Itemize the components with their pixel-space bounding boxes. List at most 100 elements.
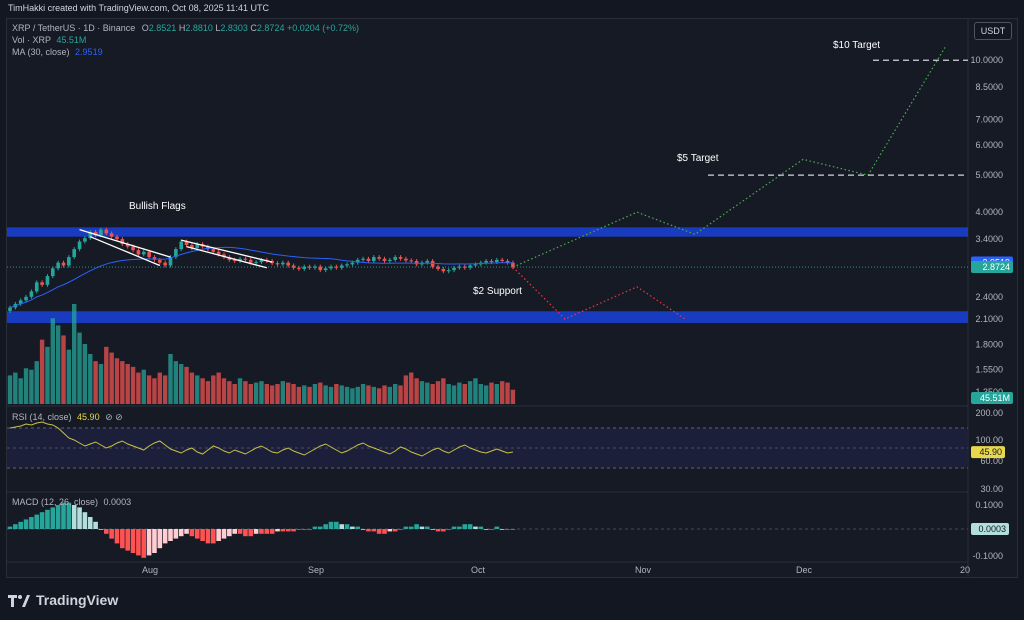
candle-body bbox=[398, 257, 403, 259]
candle-body bbox=[302, 266, 307, 269]
macd-histogram-bar bbox=[18, 521, 23, 529]
volume-bar bbox=[323, 385, 328, 404]
macd-histogram-bar bbox=[29, 517, 34, 529]
candle bbox=[77, 239, 82, 252]
brand[interactable]: TradingView bbox=[8, 592, 118, 608]
macd-histogram-bar bbox=[237, 529, 243, 534]
price-tick-label: 2.4000 bbox=[975, 292, 1003, 302]
macd-histogram-bar bbox=[23, 519, 29, 529]
candle bbox=[104, 227, 109, 236]
macd-histogram-bar bbox=[232, 529, 237, 534]
macd-histogram-bar bbox=[77, 507, 82, 529]
candle bbox=[291, 263, 296, 270]
candle-body bbox=[366, 258, 371, 261]
candle-body bbox=[259, 259, 264, 263]
candle-body bbox=[452, 267, 456, 271]
candle-body bbox=[350, 262, 355, 265]
price-tick-label: 8.5000 bbox=[975, 82, 1003, 92]
volume-bar bbox=[205, 381, 211, 404]
macd-histogram-bar bbox=[66, 502, 72, 529]
macd-histogram-bar bbox=[264, 529, 270, 534]
volume-bar bbox=[307, 386, 312, 404]
candle-body bbox=[462, 266, 467, 268]
volume-bar bbox=[302, 385, 307, 404]
macd-histogram-bar bbox=[205, 529, 211, 544]
candle-body bbox=[61, 262, 66, 266]
macd-histogram-bar bbox=[489, 529, 494, 530]
volume-bar bbox=[93, 361, 98, 404]
tradingview-logo-icon bbox=[8, 594, 30, 607]
candle-body bbox=[147, 251, 151, 258]
volume-bar bbox=[451, 385, 457, 404]
volume-tag: 45.51M bbox=[980, 393, 1010, 403]
candle-body bbox=[248, 259, 253, 263]
candle-body bbox=[409, 260, 414, 262]
candle bbox=[382, 256, 387, 263]
time-tick-label: Sep bbox=[308, 565, 324, 575]
price-tick-label: 6.0000 bbox=[975, 140, 1003, 150]
volume-bar bbox=[23, 368, 29, 404]
candle-body bbox=[206, 246, 210, 250]
candle-body bbox=[329, 266, 333, 269]
chart-frame bbox=[6, 18, 1018, 578]
macd-histogram-bar bbox=[87, 517, 93, 529]
high-label: H bbox=[178, 23, 186, 33]
macd-histogram-bar bbox=[392, 529, 398, 532]
candle-body bbox=[441, 268, 446, 272]
price-tick-label: 1.5500 bbox=[975, 364, 1003, 374]
macd-histogram-bar bbox=[387, 529, 393, 532]
macd-tick-label: -0.1000 bbox=[972, 551, 1003, 561]
candle-body bbox=[254, 262, 258, 264]
macd-histogram-bar bbox=[350, 526, 355, 529]
price-tick-label: 10.0000 bbox=[970, 55, 1003, 65]
rsi-tick-label: 30.00 bbox=[980, 484, 1003, 494]
candle-body bbox=[388, 259, 392, 261]
credit-text: TimHakki created with TradingView.com, O… bbox=[8, 3, 269, 13]
macd-histogram-bar bbox=[104, 529, 109, 534]
volume-bar bbox=[130, 366, 136, 404]
macd-histogram-bar bbox=[339, 524, 344, 529]
candle-body bbox=[109, 233, 114, 237]
annotation-support: $2 Support bbox=[473, 286, 522, 297]
macd-histogram-bar bbox=[211, 529, 216, 544]
candle bbox=[393, 255, 397, 262]
flag-channel-line bbox=[181, 239, 273, 263]
candle bbox=[404, 256, 408, 263]
macd-legend: MACD (12, 26, close) 0.0003 bbox=[12, 497, 131, 507]
candle bbox=[355, 257, 360, 265]
macd-histogram-bar bbox=[82, 512, 88, 529]
open-value: 2.8521 bbox=[148, 23, 177, 33]
volume-bar bbox=[355, 386, 360, 404]
currency-button[interactable]: USDT bbox=[974, 22, 1012, 40]
macd-histogram-bar bbox=[291, 529, 296, 532]
candle-body bbox=[104, 229, 109, 234]
macd-histogram-bar bbox=[194, 529, 200, 539]
volume-bar bbox=[195, 375, 200, 404]
macd-histogram-bar bbox=[478, 526, 484, 529]
macd-histogram-bar bbox=[141, 529, 147, 558]
volume-bar bbox=[136, 372, 141, 404]
candle-body bbox=[495, 259, 499, 263]
rsi-settings-icon[interactable]: ⊘ ⊘ bbox=[105, 412, 123, 422]
candle bbox=[302, 264, 307, 271]
volume-bar bbox=[467, 381, 473, 404]
rsi-legend: RSI (14, close) 45.90 ⊘ ⊘ bbox=[12, 412, 123, 423]
volume-bar bbox=[7, 375, 13, 404]
candle-body bbox=[93, 231, 98, 236]
candle-body bbox=[136, 250, 141, 255]
volume-bar bbox=[61, 335, 66, 404]
macd-histogram-bar bbox=[451, 526, 457, 529]
candle-body bbox=[29, 291, 34, 297]
macd-histogram-bar bbox=[430, 529, 435, 530]
macd-histogram-bar bbox=[376, 529, 382, 534]
candle bbox=[40, 280, 44, 287]
volume-bar bbox=[184, 366, 189, 404]
candle bbox=[361, 256, 365, 262]
volume-bar bbox=[227, 381, 232, 404]
volume-bar bbox=[232, 384, 237, 404]
volume-bar bbox=[88, 354, 93, 404]
volume-bar bbox=[168, 354, 173, 404]
candle bbox=[243, 256, 248, 262]
rsi-tag-bg bbox=[971, 446, 1005, 459]
